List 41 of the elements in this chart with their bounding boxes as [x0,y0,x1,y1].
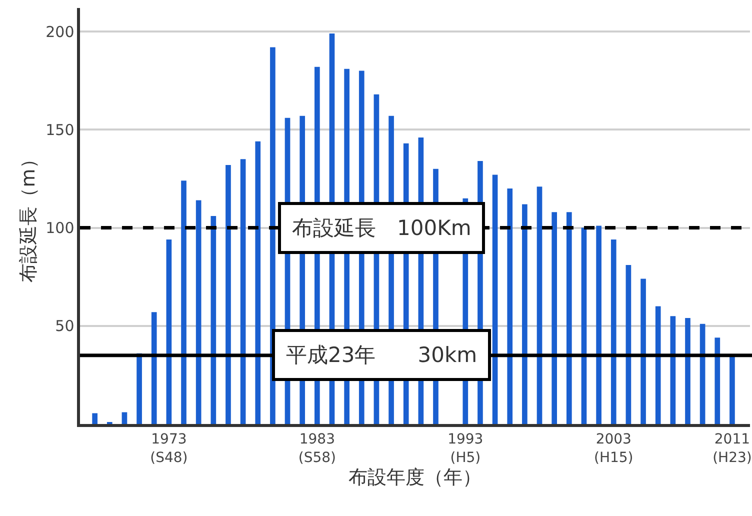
bar [181,180,186,424]
bar [581,228,587,424]
bar [685,318,690,424]
bar [196,200,202,424]
bar [610,240,616,424]
bar [270,47,276,424]
x-tick-label: 1983 (S58) [298,432,336,466]
y-axis-title: 布設延長（m） [17,150,40,282]
bar [210,216,216,424]
x-tick-label: 2003 (H15) [594,432,634,466]
y-tick-label: 150 [46,120,74,139]
bar [700,324,706,424]
bar [566,212,572,424]
bar [626,265,632,424]
bar [92,413,98,424]
bar [670,316,676,424]
bar [122,412,128,424]
bar [522,204,528,424]
bar [655,306,661,424]
x-tick-label: 1993 (H5) [448,432,484,466]
x-tick-label: 1973 (S48) [150,432,188,466]
x-tick-label: 2011 (H23) [712,432,752,466]
ref-line-label: 布設延長 100Km [292,216,472,240]
bar [151,312,157,424]
bar [166,240,172,424]
bar [596,226,602,424]
ref-line-label: 平成23年 30km [286,343,478,367]
bar [730,355,735,424]
bar [492,174,498,424]
bar [714,338,720,424]
y-tick-label: 200 [46,22,74,41]
bar [536,186,542,424]
x-axis-title: 布設年度（年） [348,466,482,489]
bar [226,164,231,424]
bar [507,188,513,424]
bar [640,278,646,424]
y-tick-label: 100 [46,219,74,238]
y-tick-label: 50 [55,317,74,336]
bar [240,159,246,424]
bar [552,212,557,424]
bar [255,141,261,424]
